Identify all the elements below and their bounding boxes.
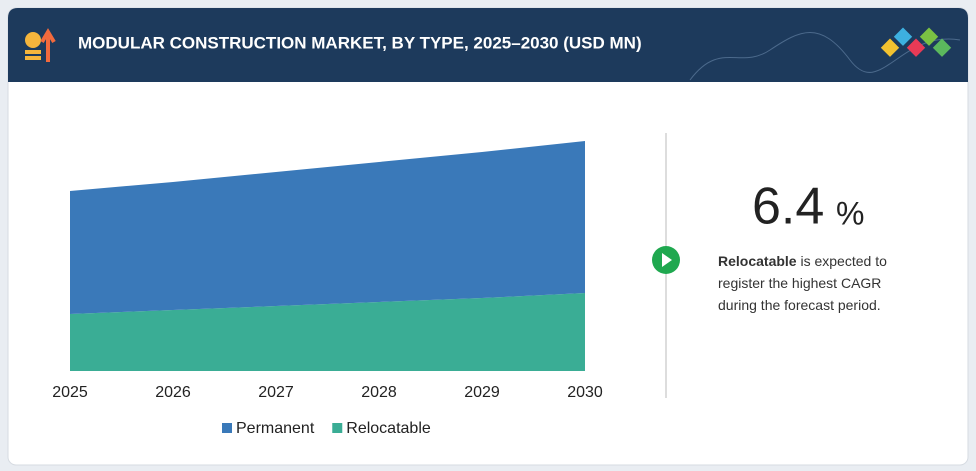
x-tick-label: 2028 — [361, 384, 397, 401]
x-tick-label: 2030 — [567, 384, 603, 401]
x-tick-label: 2025 — [52, 384, 88, 401]
header — [8, 8, 968, 82]
callout-text: Relocatable is expected to register the … — [718, 250, 918, 316]
area — [70, 141, 585, 314]
chart-title: MODULAR CONSTRUCTION MARKET, BY TYPE, 20… — [78, 33, 642, 52]
cagr-unit: % — [836, 195, 864, 231]
legend-swatch — [332, 423, 343, 433]
legend-label: Permanent — [236, 420, 315, 437]
header-icon — [25, 28, 56, 62]
legend-swatch — [222, 423, 232, 433]
callout-highlight: Relocatable — [718, 253, 797, 269]
header-deco — [689, 32, 961, 81]
area — [70, 293, 585, 371]
callout-body: is expected to register the highest CAGR… — [718, 253, 887, 313]
x-tick-label: 2026 — [155, 384, 191, 401]
x-tick-label: 2029 — [464, 384, 500, 401]
legend-label: Relocatable — [346, 420, 431, 437]
logo — [880, 27, 952, 57]
play-arrow — [662, 253, 672, 267]
x-tick-label: 2027 — [258, 384, 294, 401]
cagr-value: 6.4 — [752, 178, 824, 236]
